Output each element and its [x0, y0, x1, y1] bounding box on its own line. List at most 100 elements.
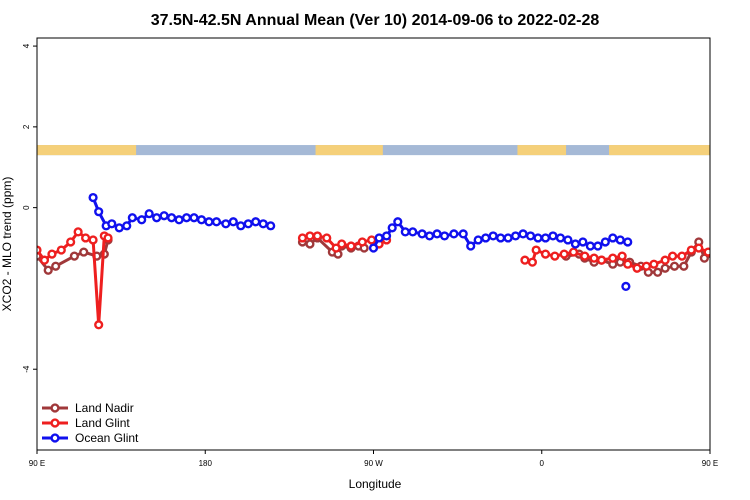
- data-point: [211, 217, 222, 227]
- data-point: [88, 192, 98, 203]
- data-point: [744, 249, 750, 256]
- legend-marker: [50, 403, 60, 413]
- data-point: [714, 257, 721, 264]
- data-point: [174, 215, 184, 225]
- data-point: [51, 261, 61, 271]
- data-point: [740, 241, 747, 248]
- data-point: [563, 235, 573, 245]
- data-point: [608, 253, 618, 263]
- data-point: [608, 233, 618, 243]
- data-point: [258, 219, 268, 229]
- data-point: [322, 233, 332, 243]
- data-point: [305, 231, 315, 241]
- data-point: [228, 217, 238, 227]
- data-point: [408, 227, 418, 237]
- data-point: [400, 227, 410, 237]
- data-point: [725, 249, 732, 256]
- data-point: [716, 253, 723, 260]
- legend-item: Ocean Glint: [42, 431, 139, 445]
- data-point: [641, 261, 652, 271]
- data-point: [266, 221, 276, 231]
- data-point: [346, 241, 356, 251]
- data-point: [159, 211, 169, 221]
- data-point: [731, 263, 738, 270]
- data-point: [221, 219, 231, 229]
- data-point: [137, 215, 147, 225]
- data-point: [653, 267, 663, 277]
- data-point: [439, 231, 450, 241]
- series-land-glint: [37, 227, 747, 330]
- data-point: [555, 233, 566, 243]
- data-point: [381, 231, 392, 241]
- data-point: [393, 217, 403, 227]
- land-span: [609, 145, 710, 156]
- data-point: [144, 209, 154, 219]
- data-point: [473, 235, 483, 245]
- data-point: [127, 213, 137, 223]
- data-point: [204, 217, 214, 227]
- data-point: [568, 247, 579, 257]
- data-point: [43, 265, 53, 275]
- legend-label: Land Nadir: [75, 401, 134, 415]
- data-point: [668, 251, 678, 261]
- data-point: [481, 233, 491, 243]
- legend-item: Land Glint: [42, 416, 130, 430]
- data-point: [503, 233, 513, 243]
- data-point: [337, 239, 347, 249]
- data-point: [527, 257, 538, 267]
- data-point: [458, 229, 468, 239]
- data-point: [723, 267, 730, 274]
- series-line: [524, 246, 710, 270]
- data-point: [550, 251, 560, 261]
- x-axis: 90 E 180 90 W 0 90 E: [29, 450, 718, 468]
- data-point: [69, 251, 79, 261]
- data-point: [694, 243, 704, 253]
- x-tick-label: 90 E: [29, 459, 45, 468]
- data-point: [617, 251, 627, 261]
- data-point: [525, 231, 536, 241]
- data-point: [596, 255, 607, 265]
- data-point: [79, 247, 89, 257]
- series-ocean-glint: [88, 192, 633, 292]
- data-point: [449, 229, 459, 239]
- land-span: [315, 145, 383, 156]
- data-point: [37, 245, 42, 255]
- data-point: [615, 235, 625, 245]
- legend-label: Ocean Glint: [75, 431, 139, 445]
- data-point: [677, 251, 687, 261]
- land-mask: [37, 145, 710, 156]
- series-layer: [37, 192, 750, 330]
- data-point: [88, 235, 98, 245]
- data-point: [432, 229, 442, 239]
- data-point: [660, 263, 670, 273]
- data-point: [621, 281, 631, 292]
- data-point: [520, 255, 530, 265]
- data-point: [417, 229, 427, 239]
- data-point: [600, 237, 610, 247]
- land-span: [37, 145, 137, 156]
- data-point: [122, 221, 132, 231]
- data-point: [387, 223, 397, 233]
- data-point: [374, 233, 384, 243]
- legend-marker: [50, 418, 60, 428]
- data-point: [686, 245, 696, 255]
- y-tick-label: -4: [22, 365, 31, 373]
- data-point: [589, 253, 599, 263]
- data-point: [305, 239, 315, 249]
- chart-title: 37.5N-42.5N Annual Mean (Ver 10) 2014-09…: [151, 12, 600, 29]
- y-tick-label: 0: [22, 205, 31, 210]
- series-land-nadir: [37, 233, 750, 277]
- y-axis: 4 2 0 -4: [22, 43, 37, 373]
- data-point: [47, 249, 57, 259]
- data-point: [632, 263, 642, 273]
- data-point: [540, 249, 551, 259]
- x-tick-label: 180: [199, 459, 213, 468]
- data-point: [81, 233, 91, 243]
- data-point: [73, 227, 83, 237]
- x-tick-label: 90 E: [702, 459, 718, 468]
- data-point: [570, 239, 581, 249]
- data-point: [496, 233, 506, 243]
- data-point: [518, 229, 528, 239]
- data-point: [488, 231, 498, 241]
